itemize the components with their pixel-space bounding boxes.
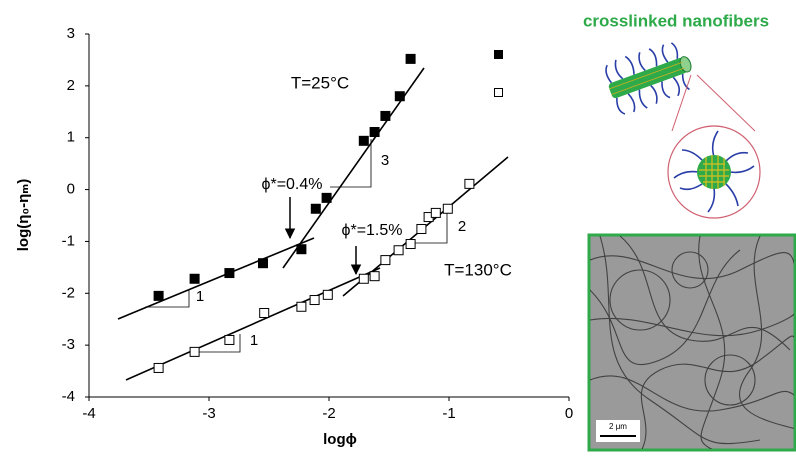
y-tick-label: -4 — [62, 388, 75, 405]
data-point — [464, 178, 475, 189]
annotation: ϕ*=1.5% — [342, 222, 403, 239]
annotation: 2 — [458, 218, 466, 235]
data-point — [358, 135, 369, 146]
y-tick-label: 0 — [67, 181, 75, 198]
data-point — [416, 223, 427, 234]
data-point — [309, 295, 320, 306]
y-axis-label: log(η₀-ηₘ) — [15, 179, 32, 252]
data-point — [380, 255, 391, 266]
fit-line — [282, 67, 425, 269]
illustration — [587, 42, 796, 452]
y-tick-label: -2 — [62, 284, 75, 301]
annotation: ϕ*=0.4% — [262, 176, 323, 193]
data-point — [394, 91, 405, 102]
slope-triangle — [145, 290, 190, 308]
y-tick-label: 1 — [67, 129, 75, 146]
title: crosslinked nanofibers — [583, 11, 769, 30]
data-point — [369, 127, 380, 138]
data-point — [442, 203, 453, 214]
data-point — [430, 207, 441, 218]
series-label: T=130°C — [444, 260, 512, 279]
x-axis-label: logϕ — [323, 431, 357, 448]
fit-line — [117, 237, 315, 320]
x-tick-label: -3 — [202, 405, 215, 422]
data-point — [405, 239, 416, 250]
y-tick-label: 3 — [67, 25, 75, 42]
y-tick-label: 2 — [67, 77, 75, 94]
slope-triangle — [330, 139, 372, 188]
data-point — [258, 258, 268, 269]
x-tick-label: -2 — [322, 405, 335, 422]
data-point — [189, 273, 200, 284]
data-point — [153, 290, 164, 301]
annotation: 1 — [250, 332, 258, 349]
data-point — [358, 273, 369, 284]
y-tick-label: -1 — [62, 232, 75, 249]
series-label: T=25°C — [291, 73, 349, 92]
slope-triangle — [194, 334, 241, 353]
data-point — [322, 289, 333, 300]
data-point — [369, 271, 380, 282]
fit-line — [125, 267, 381, 381]
data-point — [189, 346, 200, 357]
data-point — [310, 203, 321, 214]
data-point — [296, 244, 307, 255]
data-point — [393, 245, 404, 256]
data-point — [259, 307, 270, 318]
slope-triangle — [415, 210, 448, 244]
annotation: 1 — [196, 288, 204, 305]
scale-bar-label: 2 μm — [609, 422, 627, 431]
data-point — [224, 268, 235, 279]
x-tick-label: -4 — [82, 405, 95, 422]
legend-marker — [494, 88, 503, 97]
data-point — [224, 334, 235, 345]
data-point — [380, 110, 391, 121]
data-point — [153, 362, 164, 373]
slope-triangles — [145, 139, 448, 353]
annotation: 3 — [381, 152, 389, 169]
legend-marker — [494, 50, 503, 59]
fit-lines — [117, 67, 509, 381]
x-tick-label: -1 — [442, 405, 455, 422]
data-point — [321, 192, 332, 203]
x-tick-label: 0 — [565, 405, 573, 422]
data-point — [296, 301, 307, 312]
data-point — [405, 53, 416, 64]
y-tick-label: -3 — [62, 336, 75, 353]
